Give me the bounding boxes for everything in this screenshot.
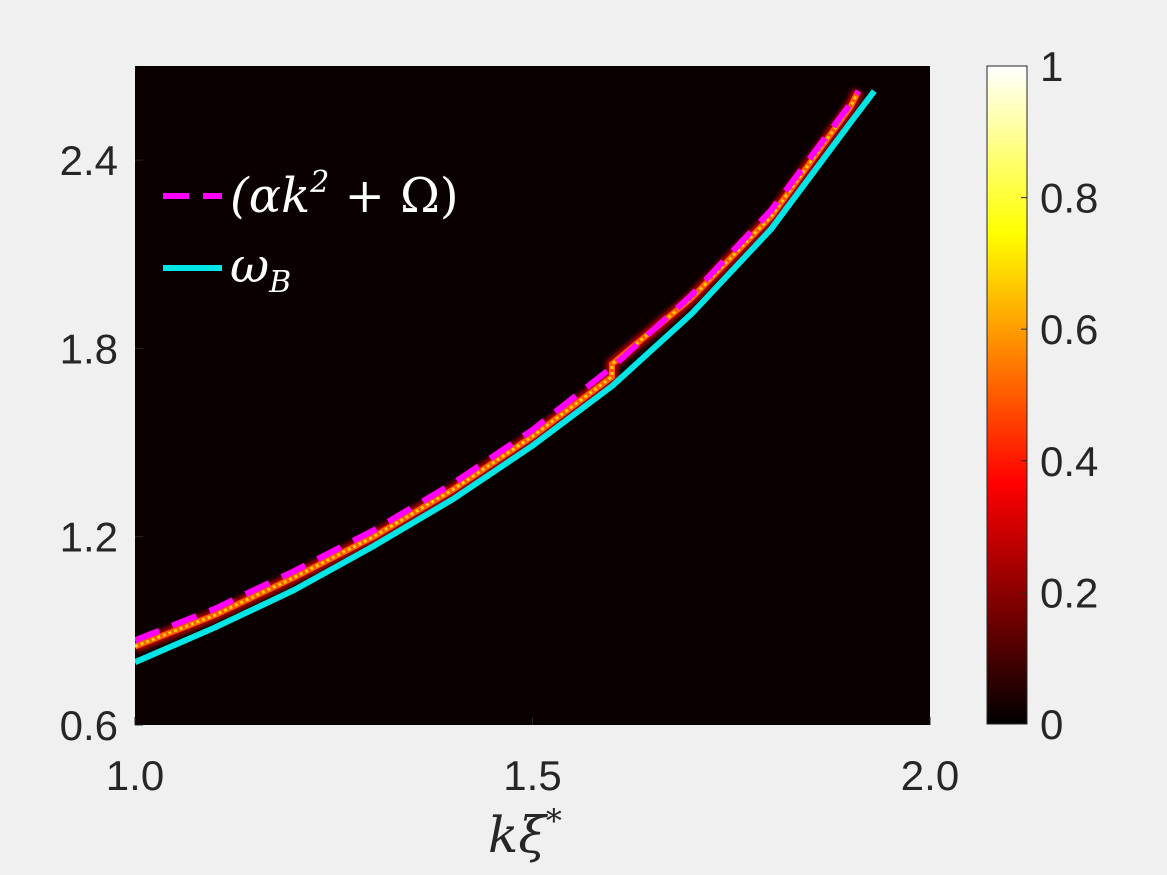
x-axis-label: kξ* <box>488 802 562 864</box>
legend-label-alpha-k2-omega: (αk2 + Ω) <box>230 165 459 224</box>
x-axis: 1.0 1.5 2.0 <box>106 717 959 799</box>
colorbar <box>986 65 1028 725</box>
y-tick-label: 0.6 <box>60 702 118 749</box>
series-layer <box>135 88 877 665</box>
x-tick-label: 1.0 <box>106 752 164 799</box>
y-tick-label: 1.2 <box>60 514 118 561</box>
colorbar-tick-label: 0.6 <box>1040 306 1098 353</box>
colorbar-tick-label: 1 <box>1040 43 1063 90</box>
colorbar-tick-label: 0 <box>1040 701 1063 748</box>
x-tick-label: 1.5 <box>503 752 561 799</box>
y-axis: 0.6 1.2 1.8 2.4 <box>60 137 143 749</box>
x-tick-label: 2.0 <box>901 752 959 799</box>
colorbar-tick-label: 0.8 <box>1040 175 1098 222</box>
colorbar-ticks: 0 0.2 0.4 0.6 0.8 1 <box>1021 43 1098 748</box>
series-alpha-k2-omega-line <box>135 89 861 644</box>
colorbar-tick-label: 0.4 <box>1040 438 1098 485</box>
colorbar-tick-label: 0.2 <box>1040 569 1098 616</box>
heatmap-ridge-peak <box>135 90 860 648</box>
y-tick-label: 1.8 <box>60 325 118 372</box>
y-tick-label: 2.4 <box>60 137 118 184</box>
series-omega-b-line <box>135 89 877 665</box>
